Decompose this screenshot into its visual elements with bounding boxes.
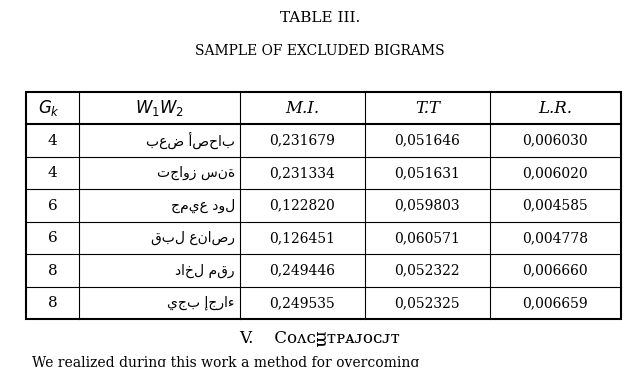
Text: $W_1W_2$: $W_1W_2$	[135, 98, 184, 118]
Text: 0,051646: 0,051646	[394, 134, 460, 148]
Text: 6: 6	[47, 199, 57, 212]
Text: 0,006659: 0,006659	[522, 296, 588, 310]
Text: بعض أصحاب: بعض أصحاب	[146, 132, 235, 149]
Text: داخل مقر: داخل مقر	[175, 264, 235, 278]
Text: TABLE III.: TABLE III.	[280, 11, 360, 25]
Text: 6: 6	[47, 231, 57, 245]
Text: 0,249446: 0,249446	[269, 264, 335, 277]
Text: 0,004778: 0,004778	[522, 231, 588, 245]
Text: يجب إجراء: يجب إجراء	[168, 296, 235, 310]
Text: 4: 4	[47, 134, 57, 148]
Text: 8: 8	[47, 264, 57, 277]
Text: L.R.: L.R.	[538, 99, 572, 116]
Text: 0,051631: 0,051631	[394, 166, 460, 180]
Text: 0,060571: 0,060571	[394, 231, 460, 245]
Text: 0,249535: 0,249535	[269, 296, 335, 310]
Text: 0,004585: 0,004585	[522, 199, 588, 212]
Text: SAMPLE OF EXCLUDED BIGRAMS: SAMPLE OF EXCLUDED BIGRAMS	[195, 44, 445, 58]
Text: V.    Cᴏᴧᴄᴟᴛᴘᴀᴊᴏᴄᴊᴛ: V. Cᴏᴧᴄᴟᴛᴘᴀᴊᴏᴄᴊᴛ	[239, 330, 401, 347]
Text: 0,126451: 0,126451	[269, 231, 335, 245]
Text: 0,006660: 0,006660	[522, 264, 588, 277]
Text: T.T: T.T	[415, 99, 440, 116]
Text: 0,052322: 0,052322	[394, 264, 460, 277]
Text: جميع دول: جميع دول	[170, 199, 235, 212]
Text: 8: 8	[47, 296, 57, 310]
Text: 0,052325: 0,052325	[394, 296, 460, 310]
Text: 0,231334: 0,231334	[269, 166, 335, 180]
Text: قبل عناصر: قبل عناصر	[151, 231, 235, 245]
Text: 4: 4	[47, 166, 57, 180]
Text: 0,122820: 0,122820	[269, 199, 335, 212]
Text: تجاوز سنة: تجاوز سنة	[157, 166, 235, 180]
Text: 0,006030: 0,006030	[522, 134, 588, 148]
Text: We realized during this work a method for overcoming: We realized during this work a method fo…	[32, 356, 419, 367]
Text: M.I.: M.I.	[285, 99, 319, 116]
Text: 0,006020: 0,006020	[522, 166, 588, 180]
Text: $G_k$: $G_k$	[38, 98, 60, 118]
Text: 0,231679: 0,231679	[269, 134, 335, 148]
Text: 0,059803: 0,059803	[394, 199, 460, 212]
